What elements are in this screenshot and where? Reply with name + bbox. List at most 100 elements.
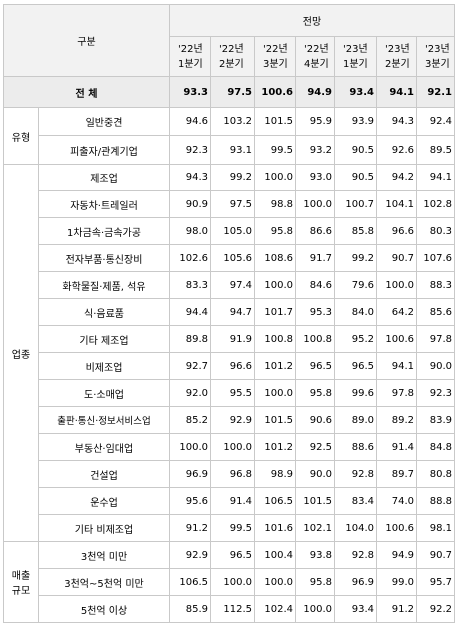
table-row: 비제조업 92.7 96.6 101.2 96.5 96.5 94.1 90.0 — [4, 352, 455, 380]
value-cell: 94.1 — [376, 352, 417, 380]
row-label: 도·소매업 — [38, 379, 170, 407]
table-row: 화학물질·제품, 석유 83.3 97.4 100.0 84.6 79.6 10… — [4, 271, 455, 299]
value-cell: 92.1 — [416, 76, 455, 108]
value-cell: 64.2 — [376, 298, 417, 326]
value-cell: 96.6 — [376, 217, 417, 245]
value-cell: 99.5 — [254, 135, 296, 165]
table-row: 기타 비제조업 91.2 99.5 101.6 102.1 104.0 100.… — [4, 514, 455, 542]
table-row: 전 체 93.3 97.5 100.6 94.9 93.4 94.1 92.1 — [3, 76, 455, 108]
value-cell: 100.6 — [254, 76, 296, 108]
value-cell: 96.9 — [169, 460, 211, 488]
value-cell: 95.8 — [254, 217, 296, 245]
value-cell: 99.2 — [334, 244, 377, 272]
value-cell: 79.6 — [334, 271, 377, 299]
value-cell: 96.5 — [210, 541, 255, 569]
value-cell: 93.9 — [334, 107, 377, 136]
row-label: 기타 비제조업 — [38, 514, 170, 542]
value-cell: 95.8 — [295, 568, 335, 596]
value-cell: 97.8 — [416, 325, 455, 353]
value-cell: 107.6 — [416, 244, 455, 272]
value-cell: 83.3 — [169, 271, 211, 299]
value-cell: 106.5 — [169, 568, 211, 596]
value-cell: 94.7 — [210, 298, 255, 326]
value-cell: 102.1 — [295, 514, 335, 542]
value-cell: 100.7 — [334, 190, 377, 218]
value-cell: 100.0 — [210, 568, 255, 596]
outlook-table: 구분 전망 '22년 1분기 '22년 2분기 '22년 3분기 '22년 4분기 '2… — [3, 4, 455, 623]
period-header: '23년 1분기 — [334, 36, 377, 77]
value-cell: 100.0 — [376, 271, 417, 299]
row-label: 제조업 — [38, 164, 170, 191]
table-row: 식·음료품 94.4 94.7 101.7 95.3 84.0 64.2 85.… — [4, 298, 455, 326]
value-cell: 98.0 — [169, 217, 211, 245]
value-cell: 97.5 — [210, 190, 255, 218]
value-cell: 83.9 — [416, 406, 455, 434]
value-cell: 100.6 — [376, 514, 417, 542]
value-cell: 104.0 — [334, 514, 377, 542]
value-cell: 89.0 — [334, 406, 377, 434]
table-row: 출판·통신·정보서비스업 85.2 92.9 101.5 90.6 89.0 8… — [4, 406, 455, 434]
value-cell: 92.6 — [376, 135, 417, 165]
value-cell: 100.4 — [254, 541, 296, 569]
value-cell: 105.6 — [210, 244, 255, 272]
value-cell: 100.8 — [254, 325, 296, 353]
value-cell: 98.9 — [254, 460, 296, 488]
value-cell: 100.0 — [254, 568, 296, 596]
value-cell: 92.2 — [416, 595, 455, 623]
value-cell: 90.5 — [334, 164, 377, 191]
outlook-header: 전망 — [169, 4, 455, 37]
period-header: '22년 4분기 — [295, 36, 335, 77]
table-row: 자동차·트레일러 90.9 97.5 98.8 100.0 100.7 104.… — [4, 190, 455, 218]
value-cell: 98.1 — [416, 514, 455, 542]
value-cell: 95.6 — [169, 487, 211, 515]
value-cell: 86.6 — [295, 217, 335, 245]
value-cell: 94.9 — [376, 541, 417, 569]
row-label: 전 체 — [3, 76, 170, 108]
row-label: 화학물질·제품, 석유 — [38, 271, 170, 299]
value-cell: 101.5 — [254, 107, 296, 136]
value-cell: 94.3 — [376, 107, 417, 136]
value-cell: 92.9 — [169, 541, 211, 569]
value-cell: 92.0 — [169, 379, 211, 407]
group-label-sales: 매출 규모 — [3, 541, 39, 623]
period-header: '23년 3분기 — [416, 36, 455, 77]
value-cell: 92.4 — [416, 107, 455, 136]
value-cell: 94.1 — [376, 76, 417, 108]
value-cell: 102.6 — [169, 244, 211, 272]
value-cell: 93.8 — [295, 541, 335, 569]
value-cell: 84.8 — [416, 433, 455, 461]
value-cell: 95.2 — [334, 325, 377, 353]
value-cell: 80.8 — [416, 460, 455, 488]
table-row: 부동산·임대업 100.0 100.0 101.2 92.5 88.6 91.4… — [4, 433, 455, 461]
value-cell: 93.2 — [295, 135, 335, 165]
value-cell: 94.6 — [169, 107, 211, 136]
row-label: 부동산·임대업 — [38, 433, 170, 461]
group-label-type: 유형 — [3, 107, 39, 165]
value-cell: 94.2 — [376, 164, 417, 191]
value-cell: 80.3 — [416, 217, 455, 245]
value-cell: 93.0 — [295, 164, 335, 191]
value-cell: 88.8 — [416, 487, 455, 515]
table-row: 3천억~5천억 미만 106.5 100.0 100.0 95.8 96.9 9… — [4, 568, 455, 596]
table-row: 피출자/관계기업 92.3 93.1 99.5 93.2 90.5 92.6 8… — [4, 135, 455, 165]
value-cell: 99.5 — [210, 514, 255, 542]
value-cell: 97.5 — [210, 76, 255, 108]
value-cell: 93.4 — [334, 76, 377, 108]
table-row: 기타 제조업 89.8 91.9 100.8 100.8 95.2 100.6 … — [4, 325, 455, 353]
period-header: '22년 1분기 — [169, 36, 211, 77]
value-cell: 106.5 — [254, 487, 296, 515]
value-cell: 108.6 — [254, 244, 296, 272]
table-row: 전자부품·통신장비 102.6 105.6 108.6 91.7 99.2 90… — [4, 244, 455, 272]
row-label: 식·음료품 — [38, 298, 170, 326]
row-label: 5천억 이상 — [38, 595, 170, 623]
row-label: 자동차·트레일러 — [38, 190, 170, 218]
value-cell: 102.8 — [416, 190, 455, 218]
value-cell: 95.3 — [295, 298, 335, 326]
value-cell: 90.0 — [416, 352, 455, 380]
row-label: 출판·통신·정보서비스업 — [38, 406, 170, 434]
value-cell: 97.8 — [376, 379, 417, 407]
value-cell: 92.7 — [169, 352, 211, 380]
value-cell: 94.1 — [416, 164, 455, 191]
value-cell: 96.6 — [210, 352, 255, 380]
value-cell: 92.9 — [210, 406, 255, 434]
